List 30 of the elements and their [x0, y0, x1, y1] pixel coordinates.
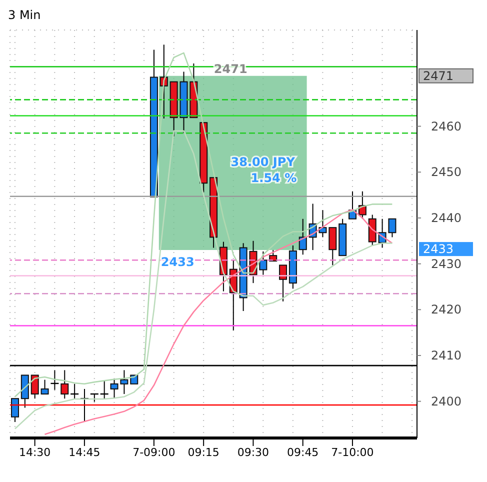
y-tick-label: 2400: [431, 394, 462, 408]
x-tick-label: 09:45: [286, 446, 319, 459]
y-tick-label: 2450: [431, 165, 462, 180]
candlestick: [60, 370, 69, 400]
candlestick: [298, 218, 307, 256]
text: 2433: [423, 242, 454, 256]
x-tick-label: 14:30: [18, 446, 51, 459]
annotation: 38.00 JPY: [230, 155, 296, 170]
y-tick-label: 2410: [431, 348, 462, 362]
candlestick: [40, 379, 49, 394]
line-series: [44, 209, 393, 435]
x-tick-label: 7-10:00: [331, 446, 374, 459]
y-tick-label: 2460: [431, 119, 462, 134]
y-tick-label: 2430: [431, 256, 462, 271]
candlestick: [30, 374, 39, 400]
candlestick: [368, 214, 376, 246]
x-tick-label: 7-09:00: [132, 446, 176, 459]
text: 2471: [423, 68, 454, 83]
candlestick: [279, 264, 288, 302]
chart-title: 3 Min: [8, 8, 42, 24]
x-tick-label: 14:45: [68, 446, 100, 459]
x-tick-label: 09:15: [188, 446, 220, 459]
candlestick: [259, 250, 268, 276]
candlestick: [11, 398, 19, 422]
candlestick: [328, 227, 337, 266]
y-tick-label: 2420: [431, 302, 462, 317]
x-tick-label: 09:30: [237, 446, 270, 459]
candlestick: [20, 374, 29, 408]
y-tick-label: 2440: [431, 210, 462, 225]
annotation: 1.54 %: [250, 171, 297, 186]
